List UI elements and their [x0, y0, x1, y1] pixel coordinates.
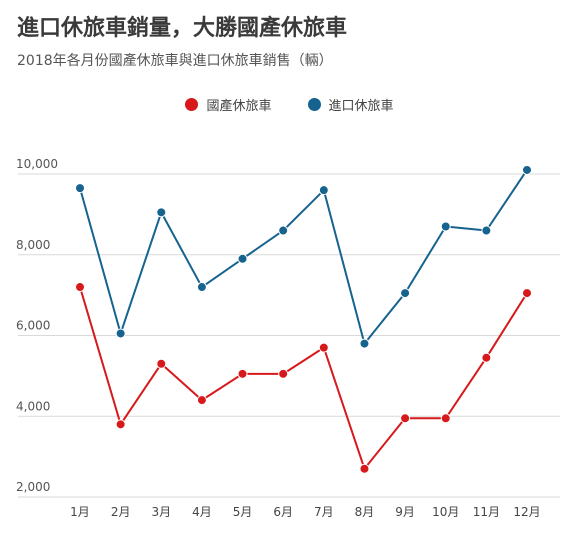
- data-point-0: [237, 368, 248, 379]
- data-point-1: [237, 253, 248, 264]
- x-tick-label: 1月: [70, 505, 90, 519]
- data-point-1: [196, 282, 207, 293]
- data-point-0: [278, 368, 289, 379]
- legend-item-imported: 進口休旅車: [307, 95, 394, 114]
- data-point-0: [400, 413, 411, 424]
- y-tick-label: 10,000: [16, 157, 58, 171]
- data-point-0: [196, 395, 207, 406]
- y-tick-label: 8,000: [16, 238, 50, 252]
- x-tick-label: 3月: [151, 505, 171, 519]
- series-line-1: [79, 169, 528, 345]
- data-point-1: [522, 164, 532, 175]
- y-tick-label: 2,000: [16, 480, 50, 494]
- data-point-0: [156, 358, 167, 369]
- x-tick-label: 8月: [355, 505, 375, 519]
- data-point-1: [75, 183, 85, 194]
- x-tick-label: 7月: [314, 505, 334, 519]
- data-point-1: [156, 207, 167, 218]
- legend-label-domestic: 國產休旅車: [206, 99, 272, 114]
- data-point-0: [440, 413, 451, 424]
- data-point-1: [318, 185, 329, 196]
- data-point-0: [75, 282, 85, 293]
- data-point-1: [481, 225, 492, 236]
- chart-subtitle: 2018年各月份國產休旅車與進口休旅車銷售（輛）: [17, 53, 333, 69]
- data-point-1: [359, 338, 370, 349]
- y-tick-label: 4,000: [16, 399, 50, 413]
- data-point-1: [278, 225, 289, 236]
- legend-item-domestic: 國產休旅車: [185, 95, 272, 114]
- data-point-0: [359, 463, 370, 474]
- data-point-0: [522, 288, 532, 299]
- x-tick-label: 11月: [473, 505, 500, 519]
- data-point-0: [115, 419, 126, 430]
- x-tick-label: 9月: [395, 505, 415, 519]
- series-line-0: [79, 286, 528, 470]
- legend-label-imported: 進口休旅車: [328, 99, 394, 114]
- x-tick-label: 6月: [273, 505, 293, 519]
- data-point-1: [400, 288, 411, 299]
- x-tick-label: 4月: [192, 505, 212, 519]
- data-point-1: [440, 221, 451, 232]
- data-point-0: [481, 352, 492, 363]
- legend-swatch-imported: [307, 98, 321, 111]
- legend: 國產休旅車 進口休旅車: [0, 95, 579, 114]
- x-tick-label: 12月: [513, 505, 540, 519]
- chart-title: 進口休旅車銷量，大勝國產休旅車: [17, 16, 348, 41]
- y-tick-label: 6,000: [16, 319, 50, 333]
- x-tick-label: 2月: [111, 505, 131, 519]
- x-tick-label: 10月: [432, 505, 459, 519]
- x-tick-label: 5月: [233, 505, 253, 519]
- legend-swatch-domestic: [185, 98, 199, 111]
- data-point-0: [318, 342, 329, 353]
- data-point-1: [115, 328, 126, 339]
